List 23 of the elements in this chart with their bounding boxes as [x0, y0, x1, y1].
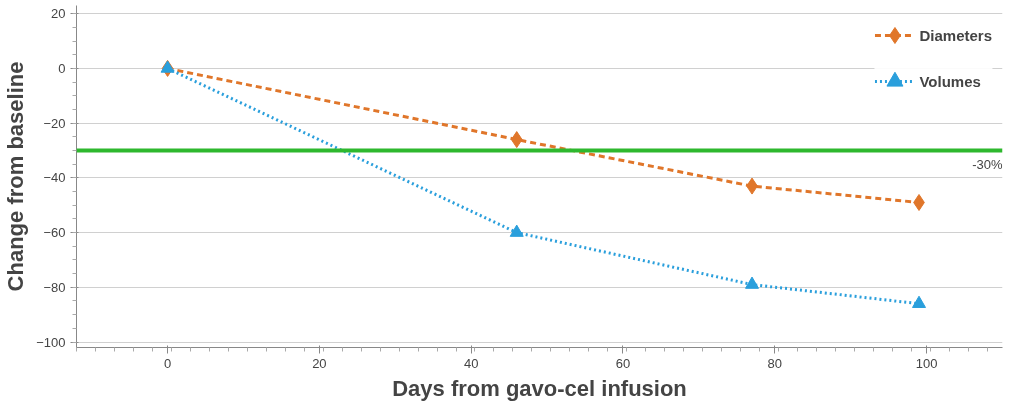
point	[745, 276, 760, 289]
legend-label: Diameters	[919, 26, 992, 44]
x-tick-label: 40	[463, 355, 479, 371]
y-tick-label: 20	[51, 6, 66, 22]
y-tick-label: −100	[36, 334, 66, 350]
x-tick-label: 60	[615, 355, 631, 371]
x-axis-title: Days from gavo-cel infusion	[392, 375, 687, 401]
x-tick-label: 80	[767, 355, 783, 371]
x-tick-label: 20	[312, 355, 327, 371]
y-tick-label: −20	[43, 115, 66, 131]
x-tick-label: 100	[915, 355, 938, 371]
point	[160, 60, 175, 73]
ref-line-label: -30%	[972, 156, 1003, 172]
point	[510, 131, 523, 149]
y-tick-label: −40	[43, 170, 66, 186]
point	[912, 295, 927, 308]
legend-label: Volumes	[919, 72, 981, 90]
x-tick-label: 0	[163, 355, 172, 371]
y-tick-label: −60	[43, 225, 66, 241]
y-axis-title: Change from baseline	[3, 61, 29, 292]
point	[509, 224, 524, 237]
y-tick-label: 0	[58, 60, 66, 76]
y-tick-label: −80	[43, 279, 66, 295]
